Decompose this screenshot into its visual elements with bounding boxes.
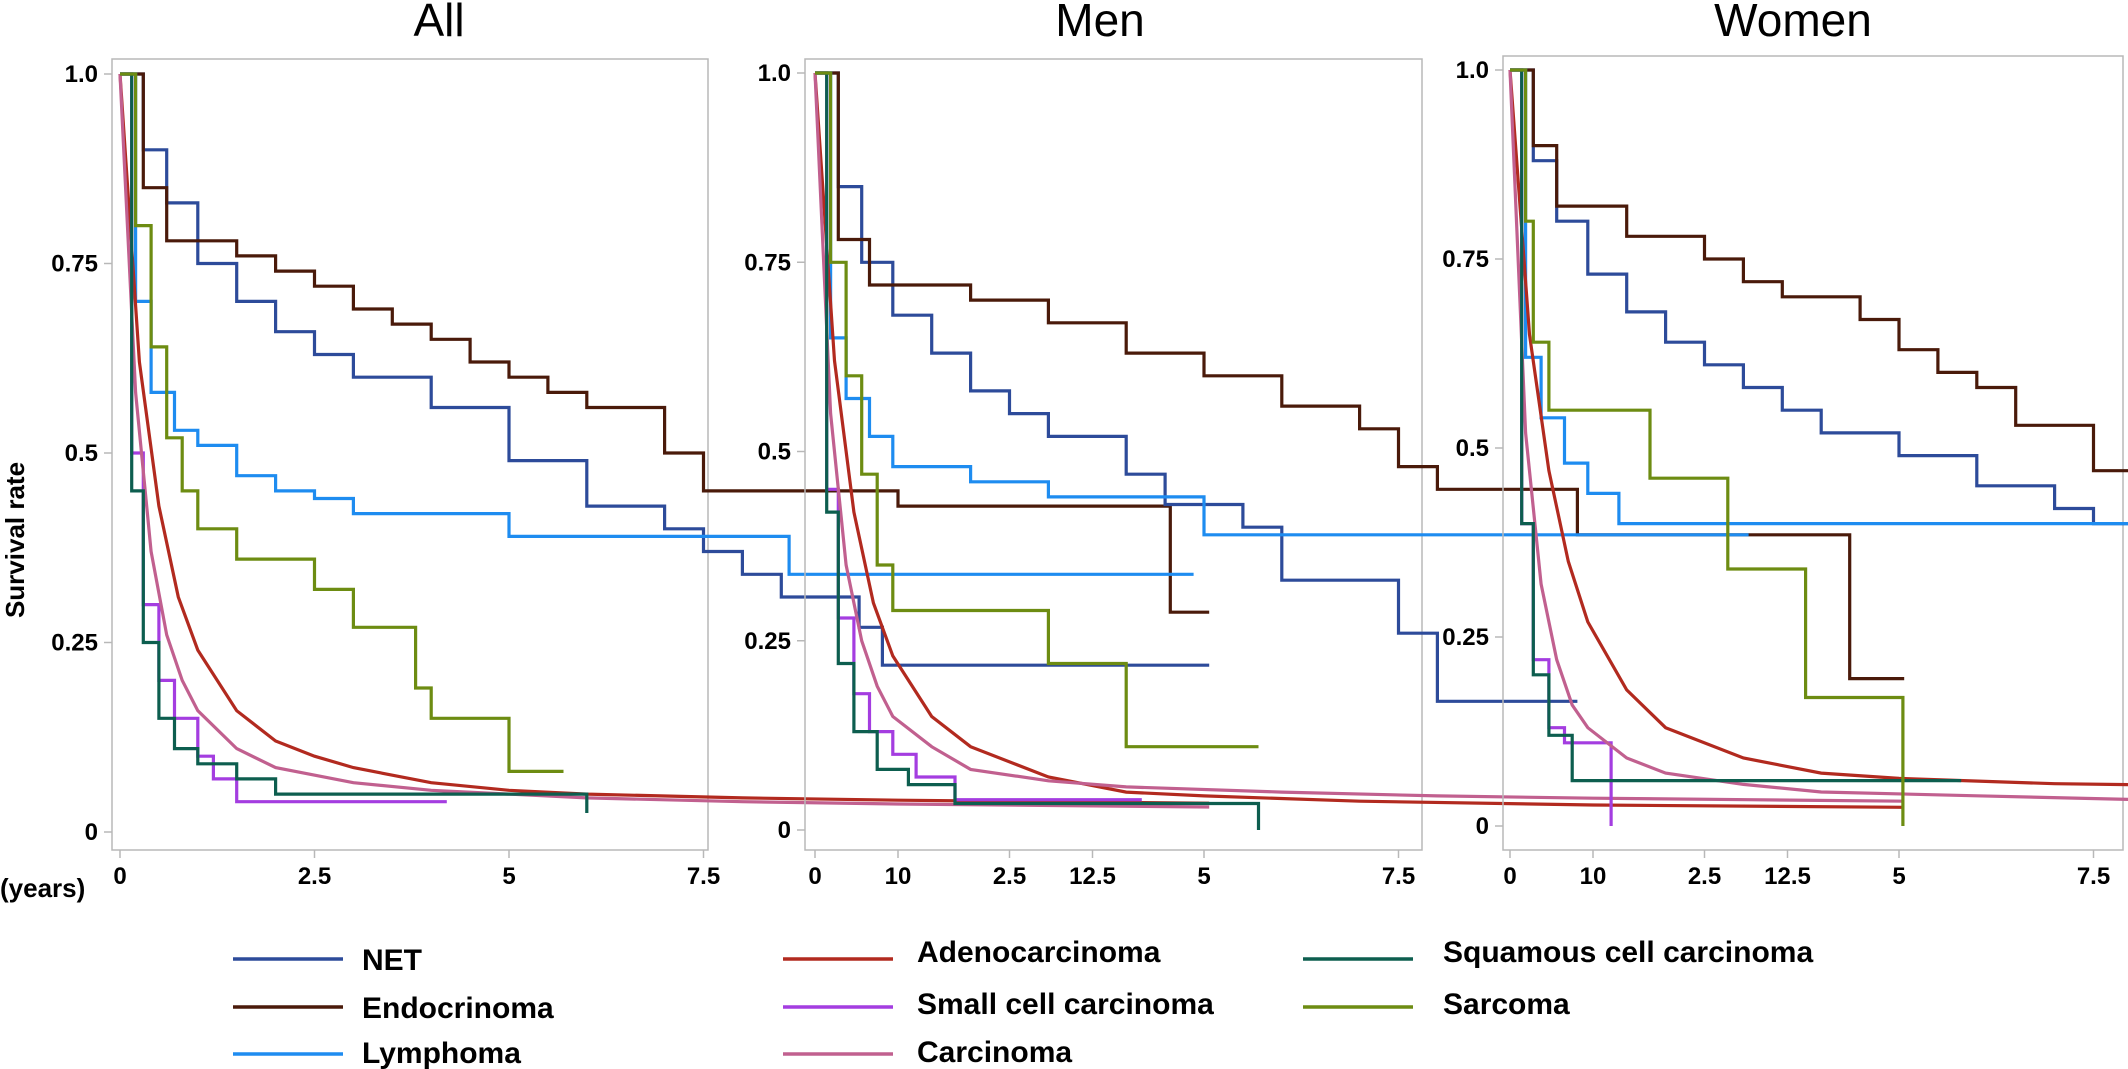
y-tick-label: 0.25 xyxy=(1442,624,1489,651)
legend-item-net: NET xyxy=(233,944,422,977)
y-tick-label: 0.75 xyxy=(1442,246,1489,273)
x-tick-label: 0 xyxy=(1503,863,1516,890)
survival-curve-adenocarcinoma xyxy=(118,73,1210,805)
y-tick-label: 0.25 xyxy=(744,628,791,655)
y-tick-label: 0 xyxy=(85,819,98,846)
y-tick-label: 0.5 xyxy=(65,440,98,467)
survival-curve-carcinoma xyxy=(118,73,1210,809)
legend-item-carcinoma: Carcinoma xyxy=(783,1036,1072,1069)
legend-item-sarcoma: Sarcoma xyxy=(1303,988,1570,1021)
survival-curve-small-cell-carcinoma xyxy=(815,71,1142,802)
x-tick-label: 2.5 xyxy=(1688,863,1721,890)
survival-curve-sarcoma xyxy=(1510,68,1905,826)
y-tick-label: 0.75 xyxy=(51,251,98,278)
legend-item-squamous-cell-carcinoma: Squamous cell carcinoma xyxy=(1303,936,1813,969)
x-tick-label: 5 xyxy=(1197,863,1210,890)
y-tick-label: 0.5 xyxy=(758,439,791,466)
x-tick-label: 2.5 xyxy=(298,863,331,890)
legend-label: Sarcoma xyxy=(1443,988,1570,1021)
panel-title: Men xyxy=(1055,0,1144,46)
x-tick-label: 5 xyxy=(1892,863,1905,890)
legend-item-adenocarcinoma: Adenocarcinoma xyxy=(783,936,1161,969)
legend-label: Squamous cell carcinoma xyxy=(1443,936,1813,969)
survival-curve-endocrinoma xyxy=(1510,68,2128,473)
survival-curve-endocrinoma xyxy=(120,72,1210,614)
panel-title: Women xyxy=(1714,0,1872,46)
y-tick-label: 1.0 xyxy=(65,61,98,88)
plot-frame xyxy=(804,58,1423,851)
survival-curve-lymphoma xyxy=(120,72,1194,576)
survival-curve-adenocarcinoma xyxy=(1508,69,2128,787)
survival-curve-endocrinoma xyxy=(815,71,1905,681)
legend-label: Small cell carcinoma xyxy=(917,988,1214,1021)
survival-curve-small-cell-carcinoma xyxy=(120,72,447,804)
survival-curve-net xyxy=(815,71,1578,703)
y-axis-label: Survival rate xyxy=(0,462,30,618)
y-tick-label: 1.0 xyxy=(1456,57,1489,84)
x-tick-label: 10 xyxy=(885,863,912,890)
legend-item-lymphoma: Lymphoma xyxy=(233,1037,521,1069)
panel-men: Men 0 0.25 0.5 0.75 1.0 0 2.5 5 7.5 10 12.5 xyxy=(744,0,1905,890)
y-tick-label: 0.5 xyxy=(1456,435,1489,462)
x-tick-label: 10 xyxy=(1580,863,1607,890)
legend-label: Adenocarcinoma xyxy=(917,936,1161,969)
legend-label: Lymphoma xyxy=(362,1037,521,1069)
survival-curve-carcinoma xyxy=(1508,69,2128,801)
survival-curve-squamous-cell-carcinoma xyxy=(1510,68,1962,783)
survival-curve-squamous-cell-carcinoma xyxy=(815,71,1261,830)
y-tick-label: 0 xyxy=(1476,813,1489,840)
x-tick-label: 0 xyxy=(808,863,821,890)
legend-label: Carcinoma xyxy=(917,1036,1072,1069)
y-tick-label: 1.0 xyxy=(758,60,791,87)
survival-curve-sarcoma xyxy=(120,72,564,773)
legend: NET Endocrinoma Lymphoma Adenocarcinoma … xyxy=(233,936,1813,1069)
panel-all: All (years) 0 0.25 0.5 0.75 1.0 0 2.5 5 7.5 10 12.… xyxy=(0,0,1210,903)
legend-label: NET xyxy=(362,944,422,977)
survival-curve-lymphoma xyxy=(1510,68,2128,526)
y-tick-label: 0.25 xyxy=(51,630,98,657)
survival-curve-lymphoma xyxy=(815,71,1749,537)
panel-women: Women 0 0.25 0.5 0.75 1.0 0 2.5 5 7.5 10 12.5 xyxy=(1442,0,2128,890)
x-tick-label: 12.5 xyxy=(1764,863,1811,890)
x-tick-label: 12.5 xyxy=(1069,863,1116,890)
legend-item-endocrinoma: Endocrinoma xyxy=(233,992,554,1025)
plot-frame xyxy=(111,58,709,851)
plot-frame xyxy=(1502,55,2124,851)
survival-curve-adenocarcinoma xyxy=(813,72,1905,809)
x-tick-label: 2.5 xyxy=(993,863,1026,890)
survival-curve-carcinoma xyxy=(813,72,1905,803)
legend-item-small-cell-carcinoma: Small cell carcinoma xyxy=(783,988,1214,1021)
x-tick-label: 7.5 xyxy=(2077,863,2110,890)
x-axis-unit-label: (years) xyxy=(0,873,85,903)
survival-curve-net xyxy=(1510,68,2128,526)
x-tick-label: 7.5 xyxy=(1382,863,1415,890)
survival-curve-net xyxy=(120,72,1210,667)
survival-curve-sarcoma xyxy=(815,71,1259,749)
x-tick-label: 0 xyxy=(113,863,126,890)
panel-title: All xyxy=(413,0,464,46)
y-tick-label: 0 xyxy=(778,817,791,844)
y-tick-label: 0.75 xyxy=(744,249,791,276)
x-tick-label: 7.5 xyxy=(687,863,720,890)
legend-label: Endocrinoma xyxy=(362,992,554,1025)
x-tick-label: 5 xyxy=(502,863,515,890)
survival-curve-squamous-cell-carcinoma xyxy=(120,72,589,813)
